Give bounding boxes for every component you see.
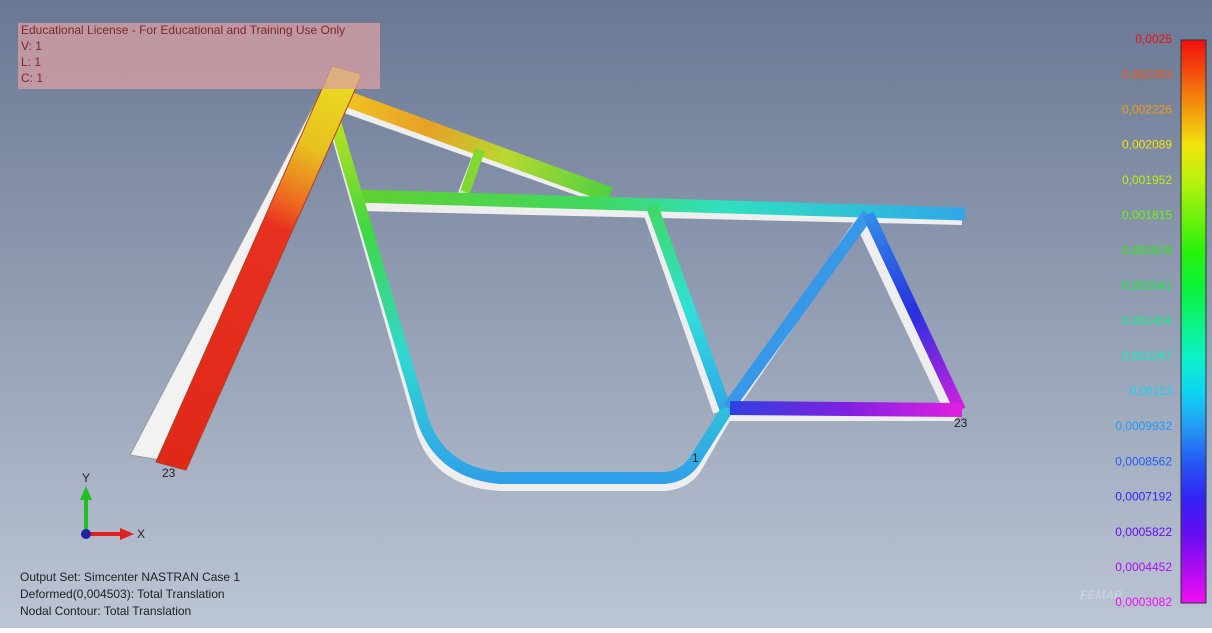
legend-label: 0,00113 (1130, 384, 1173, 398)
license-box (18, 23, 380, 89)
legend-label: 0,0003082 (1115, 595, 1172, 609)
legend-label: 0,002089 (1122, 138, 1172, 152)
legend-label: 0,0025 (1135, 32, 1172, 46)
legend-label: 0,0004452 (1115, 560, 1172, 574)
footer-line: Nodal Contour: Total Translation (20, 604, 191, 618)
frame-deformed (155, 65, 966, 484)
axis-label: X (137, 527, 145, 541)
legend-label: 0,001815 (1122, 208, 1172, 222)
node-label: 23 (954, 416, 968, 430)
node-label: 1 (692, 451, 699, 465)
legend-label: 0,0009932 (1115, 419, 1172, 433)
legend-label: 0,0008562 (1115, 454, 1172, 468)
legend-label: 0,001952 (1122, 173, 1172, 187)
triad: Y X (80, 471, 145, 541)
legend-label: 0,001267 (1122, 349, 1172, 363)
node-label: 23 (162, 466, 176, 480)
legend-label: 0,002226 (1122, 103, 1172, 117)
legend-label: 0,001541 (1122, 278, 1172, 292)
header-line: C: 1 (21, 71, 43, 85)
footer-line: Deformed(0,004503): Total Translation (20, 587, 225, 601)
license: Educational License - For Educational an… (21, 23, 345, 37)
axis-label: Y (82, 471, 90, 485)
legend-label: 0,001404 (1122, 314, 1172, 328)
legend-label: 0,002363 (1122, 67, 1172, 81)
legend: 0,0025 0,002363 0,002226 0,002089 0,001952 0,… (1115, 32, 1172, 609)
header-line: L: 1 (21, 55, 41, 69)
legend-label: 0,0005822 (1115, 525, 1172, 539)
header-line: V: 1 (21, 39, 42, 53)
watermark: FEMAP (1080, 588, 1123, 602)
legend-label: 0,0007192 (1115, 490, 1172, 504)
legend-bar (1180, 39, 1207, 604)
legend-label: 0,001678 (1122, 243, 1172, 257)
footer-line: Output Set: Simcenter NASTRAN Case 1 (20, 570, 240, 584)
